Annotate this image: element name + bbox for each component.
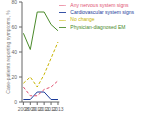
svg-text:2012: 2012: [45, 105, 57, 112]
svg-text:2010: 2010: [31, 105, 43, 112]
html-text:Physician-diagnosed EM: Physician-diagnosed EM: [70, 23, 126, 30]
html-text:Any nervous system signs: Any nervous system signs: [70, 2, 129, 8]
svg-text:2009: 2009: [24, 105, 36, 112]
html-text:Cardiovascular system signs: Cardiovascular system signs: [70, 9, 134, 16]
svg-text:60: 60: [11, 24, 17, 30]
svg-text:2008: 2008: [17, 105, 29, 112]
svg-text:80: 80: [11, 0, 17, 5]
html-text:No change: No change: [70, 16, 95, 23]
svg-text:Case-patients reporting sympto: Case-patients reporting symptoms, %: [8, 10, 11, 94]
svg-text:20: 20: [11, 74, 17, 80]
svg-text:2011: 2011: [38, 105, 50, 112]
svg-text:0: 0: [14, 99, 17, 105]
svg-text:2013: 2013: [52, 106, 63, 112]
svg-text:40: 40: [11, 49, 17, 55]
